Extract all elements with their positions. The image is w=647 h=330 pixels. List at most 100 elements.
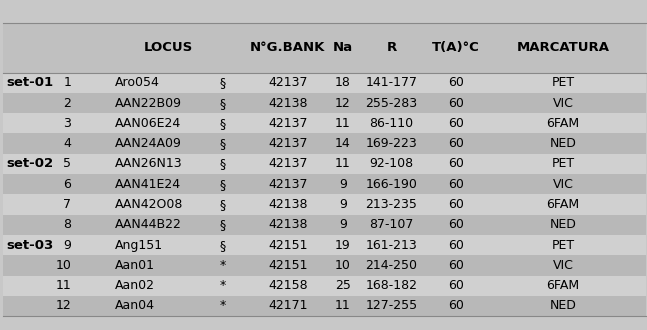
Bar [3,113,646,133]
Text: NED: NED [549,218,576,231]
Text: §: § [220,76,226,89]
Text: 42137: 42137 [268,137,308,150]
Text: 168-182: 168-182 [366,279,417,292]
Bar [3,134,646,154]
Text: 4: 4 [63,137,71,150]
Text: 6FAM: 6FAM [546,117,580,130]
Text: 8: 8 [63,218,71,231]
Bar [3,214,646,235]
Bar [3,255,646,276]
Text: AAN41E24: AAN41E24 [115,178,181,191]
Text: NED: NED [549,300,576,313]
Text: 161-213: 161-213 [366,239,417,251]
Text: 11: 11 [335,300,351,313]
Text: 92-108: 92-108 [369,157,413,170]
Bar [3,23,646,73]
Text: 213-235: 213-235 [366,198,417,211]
Text: 86-110: 86-110 [369,117,413,130]
Text: Ang151: Ang151 [115,239,162,251]
Text: 42138: 42138 [268,218,308,231]
Text: §: § [220,117,226,130]
Text: PET: PET [551,76,575,89]
Text: 18: 18 [335,76,351,89]
Text: set-01: set-01 [6,76,54,89]
Text: T(A)°C: T(A)°C [432,41,480,54]
Text: 9: 9 [339,198,347,211]
Text: 1: 1 [63,76,71,89]
Bar [3,276,646,296]
Text: Aan04: Aan04 [115,300,155,313]
Text: §: § [220,218,226,231]
Text: 25: 25 [335,279,351,292]
Text: 6: 6 [63,178,71,191]
Text: MARCATURA: MARCATURA [516,41,609,54]
Bar [3,296,646,316]
Text: 60: 60 [448,300,464,313]
Text: §: § [220,157,226,170]
Bar [3,235,646,255]
Text: *: * [220,259,226,272]
Text: 42137: 42137 [268,76,308,89]
Text: AAN22B09: AAN22B09 [115,97,182,110]
Text: 60: 60 [448,259,464,272]
Text: 3: 3 [63,117,71,130]
Bar [3,174,646,194]
Text: 42171: 42171 [268,300,308,313]
Text: 12: 12 [335,97,351,110]
Text: 11: 11 [335,117,351,130]
Text: 9: 9 [339,178,347,191]
Text: R: R [386,41,397,54]
Text: 60: 60 [448,178,464,191]
Text: NED: NED [549,137,576,150]
Text: 166-190: 166-190 [366,178,417,191]
Text: 12: 12 [56,300,71,313]
Text: 60: 60 [448,76,464,89]
Text: §: § [220,239,226,251]
Text: 60: 60 [448,218,464,231]
Text: 60: 60 [448,239,464,251]
Text: 42138: 42138 [268,198,308,211]
Text: VIC: VIC [553,178,573,191]
Text: AAN24A09: AAN24A09 [115,137,181,150]
Text: Na: Na [333,41,353,54]
Text: 7: 7 [63,198,71,211]
Text: 9: 9 [63,239,71,251]
Text: 11: 11 [335,157,351,170]
Text: 60: 60 [448,137,464,150]
Text: AAN06E24: AAN06E24 [115,117,181,130]
Text: 87-107: 87-107 [369,218,413,231]
Text: 42137: 42137 [268,157,308,170]
Text: 60: 60 [448,117,464,130]
Text: 169-223: 169-223 [366,137,417,150]
Text: 141-177: 141-177 [366,76,417,89]
Text: §: § [220,137,226,150]
Text: 19: 19 [335,239,351,251]
Text: AAN44B22: AAN44B22 [115,218,181,231]
Text: 60: 60 [448,97,464,110]
Text: 10: 10 [335,259,351,272]
Text: 42138: 42138 [268,97,308,110]
Text: PET: PET [551,239,575,251]
Text: 14: 14 [335,137,351,150]
Text: 42137: 42137 [268,178,308,191]
Text: LOCUS: LOCUS [144,41,193,54]
Text: N°G.BANK: N°G.BANK [250,41,325,54]
Text: 60: 60 [448,279,464,292]
Text: 42158: 42158 [268,279,308,292]
Bar [3,73,646,93]
Text: 11: 11 [56,279,71,292]
Text: 2: 2 [63,97,71,110]
Text: *: * [220,279,226,292]
Text: 214-250: 214-250 [366,259,417,272]
Text: VIC: VIC [553,259,573,272]
Text: 60: 60 [448,198,464,211]
Text: 5: 5 [63,157,71,170]
Text: *: * [220,300,226,313]
Text: Aro054: Aro054 [115,76,159,89]
Text: Aan01: Aan01 [115,259,155,272]
Bar [3,154,646,174]
Text: 9: 9 [339,218,347,231]
Text: 42137: 42137 [268,117,308,130]
Text: §: § [220,198,226,211]
Text: 6FAM: 6FAM [546,198,580,211]
